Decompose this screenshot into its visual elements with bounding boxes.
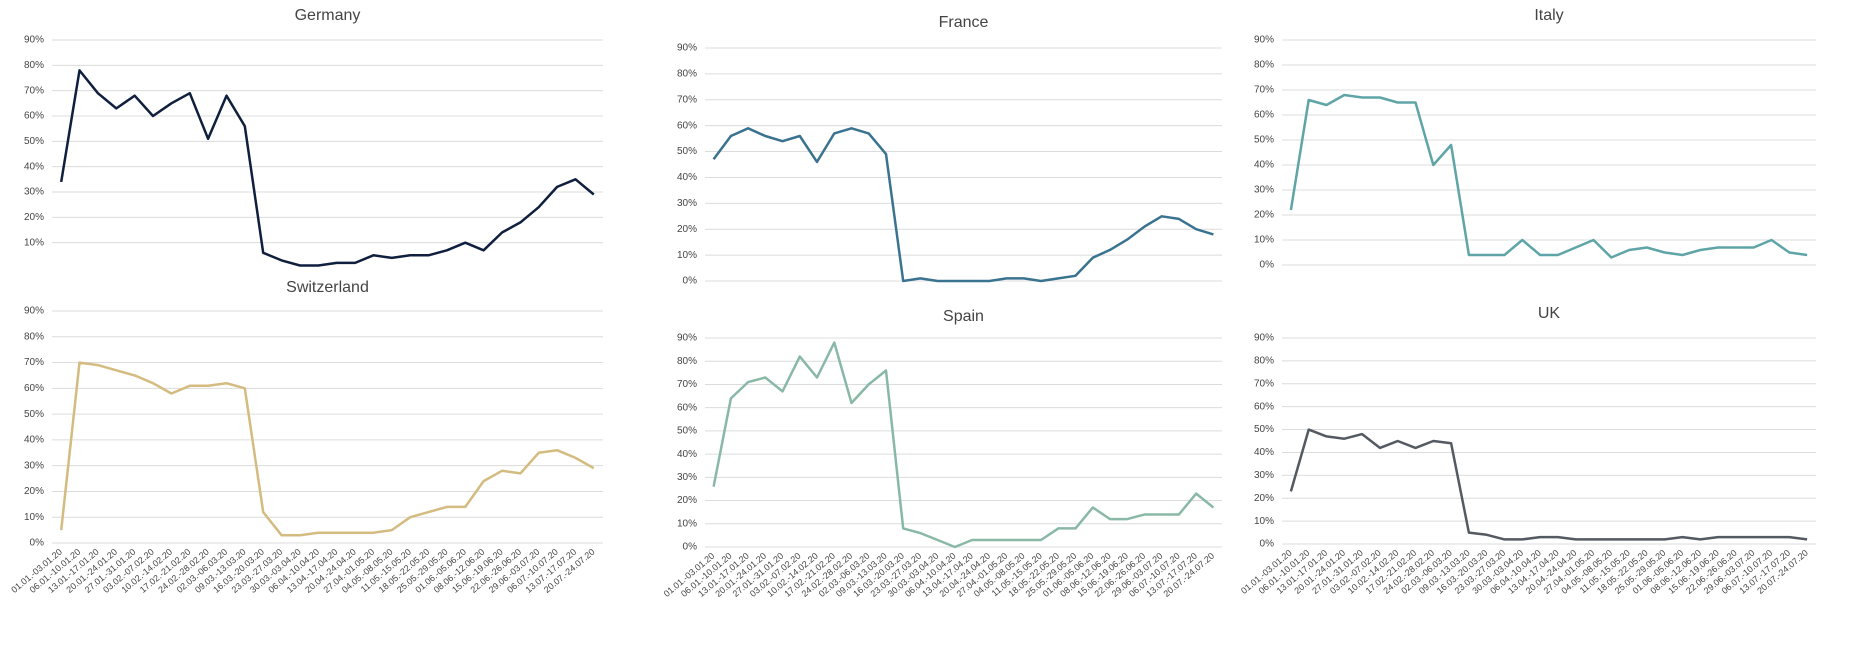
data-line	[59, 361, 595, 537]
y-tick-label: 20%	[677, 495, 697, 506]
y-tick-label: 10%	[1254, 235, 1274, 246]
y-tick-label: 30%	[1254, 470, 1274, 481]
chart-title: UK	[1538, 305, 1561, 322]
y-tick-label: 60%	[677, 402, 697, 413]
y-tick-label: 10%	[677, 518, 697, 529]
y-tick-label: 50%	[677, 146, 697, 157]
y-tick-label: 70%	[677, 379, 697, 390]
y-tick-label: 0%	[30, 538, 45, 549]
y-tick-label: 20%	[1254, 493, 1274, 504]
y-tick-label: 90%	[1254, 35, 1274, 46]
y-tick-label: 60%	[1254, 401, 1274, 412]
y-tick-label: 90%	[1254, 333, 1274, 344]
y-tick-label: 30%	[677, 472, 697, 483]
data-line	[712, 127, 1214, 283]
y-tick-label: 10%	[677, 250, 697, 261]
chart-title: Italy	[1534, 7, 1563, 24]
data-line	[712, 341, 1215, 549]
y-tick-label: 20%	[677, 224, 697, 235]
y-tick-label: 60%	[24, 111, 44, 122]
y-tick-label: 40%	[24, 161, 44, 172]
y-tick-label: 0%	[683, 542, 698, 553]
y-tick-label: 50%	[1254, 135, 1274, 146]
y-tick-label: 20%	[24, 486, 44, 497]
y-tick-label: 10%	[1254, 516, 1274, 527]
y-tick-label: 30%	[24, 187, 44, 198]
chart-title: France	[939, 14, 989, 31]
y-tick-label: 30%	[24, 460, 44, 471]
y-tick-label: 30%	[677, 198, 697, 209]
y-tick-label: 80%	[1254, 60, 1274, 71]
y-tick-label: 0%	[1260, 260, 1275, 271]
y-tick-label: 0%	[1260, 539, 1275, 550]
y-tick-label: 50%	[24, 136, 44, 147]
data-line	[1289, 93, 1808, 259]
y-tick-label: 60%	[677, 120, 697, 131]
y-tick-label: 40%	[677, 449, 697, 460]
y-tick-label: 70%	[677, 94, 697, 105]
y-tick-label: 80%	[677, 356, 697, 367]
data-line	[1289, 428, 1808, 541]
y-tick-label: 80%	[677, 69, 697, 80]
y-tick-label: 20%	[1254, 210, 1274, 221]
y-tick-label: 80%	[24, 60, 44, 71]
y-tick-label: 60%	[24, 383, 44, 394]
y-tick-label: 20%	[24, 212, 44, 223]
y-tick-label: 70%	[24, 85, 44, 96]
y-tick-label: 50%	[1254, 424, 1274, 435]
y-tick-label: 50%	[24, 409, 44, 420]
y-tick-label: 70%	[1254, 378, 1274, 389]
chart-title: Spain	[943, 308, 984, 325]
y-tick-label: 40%	[677, 172, 697, 183]
y-tick-label: 90%	[677, 333, 697, 344]
y-tick-label: 90%	[24, 35, 44, 46]
y-tick-label: 40%	[1254, 160, 1274, 171]
y-tick-label: 40%	[1254, 447, 1274, 458]
chart-title: Switzerland	[286, 279, 369, 296]
y-tick-label: 80%	[24, 331, 44, 342]
y-tick-label: 10%	[24, 512, 44, 523]
y-tick-label: 30%	[1254, 185, 1274, 196]
y-tick-label: 0%	[683, 276, 698, 287]
y-tick-label: 70%	[24, 357, 44, 368]
chart-title: Germany	[295, 7, 361, 24]
y-tick-label: 10%	[24, 237, 44, 248]
y-tick-label: 80%	[1254, 356, 1274, 367]
y-tick-label: 90%	[677, 43, 697, 54]
y-tick-label: 90%	[24, 306, 44, 317]
y-tick-label: 50%	[677, 426, 697, 437]
y-tick-label: 70%	[1254, 85, 1274, 96]
y-tick-label: 40%	[24, 435, 44, 446]
data-line	[59, 69, 595, 267]
y-tick-label: 60%	[1254, 110, 1274, 121]
